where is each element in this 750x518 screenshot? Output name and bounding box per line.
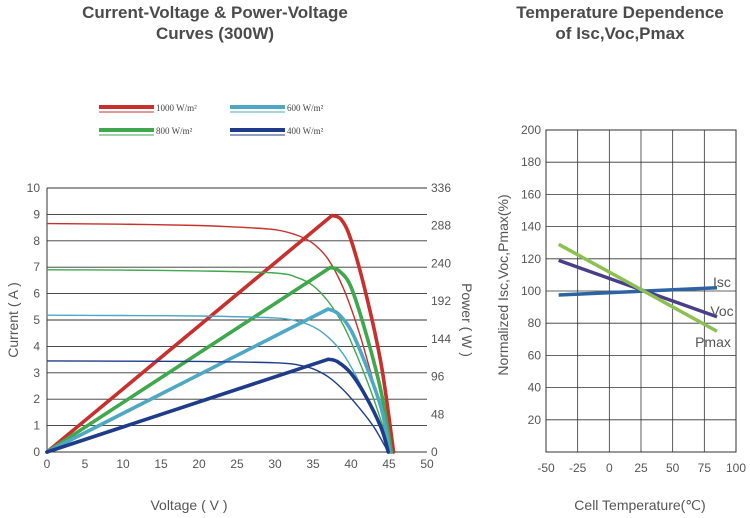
legend-label-600: 600 W/m² [287,103,324,113]
iv-chart-title: Current-Voltage & Power-Voltage Curves (… [40,2,390,44]
iv-x-axis-label: Voltage ( V ) [150,497,227,513]
iv-y-tick-label: 8 [33,234,40,248]
iv-x-tick-label: 5 [82,457,89,471]
pv-curve-600 [45,307,392,454]
temp-y-tick-label: 60 [528,348,542,362]
temp-x-tick-label: -25 [569,461,587,475]
iv-curve-800 [46,269,392,453]
temp-x-axis-label: Cell Temperature(℃) [574,497,705,513]
iv-title-line-1: Current-Voltage & Power-Voltage [82,3,348,22]
iv-y2-tick-label: 288 [431,219,451,233]
iv-y2-axis-label: Power ( W ) [459,283,475,357]
iv-y-tick-label: 5 [33,313,40,327]
iv-y-tick-label: 9 [33,207,40,221]
iv-x-tick-label: 20 [192,457,206,471]
iv-y-tick-label: 7 [33,260,40,274]
pv-curve-1000 [45,213,396,454]
iv-y-tick-label: 4 [33,339,40,353]
legend-label-800: 800 W/m² [156,126,193,136]
temp-x-tick-label: 75 [698,461,712,475]
temp-x-tick-label: -50 [537,461,555,475]
temp-chart-title: Temperature Dependence of Isc,Voc,Pmax [495,2,745,44]
temp-y-tick-label: 200 [521,123,541,137]
temp-line-isc [558,286,718,297]
iv-y2-tick-label: 240 [431,256,451,270]
iv-y-tick-label: 1 [33,419,40,433]
iv-x-tick-label: 30 [268,457,282,471]
pv-curve-800 [45,265,394,454]
iv-x-tick-label: 0 [44,457,51,471]
iv-x-tick-label: 10 [116,457,130,471]
temp-y-axis-label: Normalized Isc,Voc,Pmax(%) [495,194,511,375]
temp-title-line-1: Temperature Dependence [516,3,724,22]
temp-y-tick-label: 40 [528,381,542,395]
iv-x-tick-label: 40 [344,457,358,471]
iv-y2-tick-label: 0 [431,445,438,459]
iv-x-tick-label: 35 [306,457,320,471]
temp-y-tick-label: 80 [528,316,542,330]
temp-y-tick-label: 180 [521,155,541,169]
iv-title-line-2: Curves (300W) [155,24,275,43]
pv-curve-400 [45,357,390,454]
iv-x-tick-label: 15 [154,457,168,471]
iv-y-tick-label: 0 [33,445,40,459]
iv-y2-tick-label: 144 [431,332,451,346]
iv-curve-400 [46,360,389,453]
temp-y-tick-label: 160 [521,187,541,201]
iv-y-tick-label: 2 [33,392,40,406]
temp-series-label-isc: Isc [713,274,731,290]
temp-y-tick-label: 100 [521,284,541,298]
iv-y-tick-label: 6 [33,287,40,301]
temp-x-tick-label: 25 [634,461,648,475]
temp-x-tick-label: 0 [606,461,613,475]
legend-label-1000: 1000 W/m² [156,103,197,113]
temp-series-label-voc: Voc [710,303,733,319]
temp-x-tick-label: 50 [666,461,680,475]
iv-y2-tick-label: 48 [431,407,445,421]
iv-y2-tick-label: 336 [431,181,451,195]
iv-y2-tick-label: 96 [431,370,445,384]
temp-line-pmax [557,242,718,333]
iv-x-tick-label: 25 [230,457,244,471]
temp-series-label-pmax: Pmax [695,334,731,350]
iv-y-tick-label: 3 [33,366,40,380]
temp-y-tick-label: 120 [521,252,541,266]
temp-x-tick-label: 100 [726,461,746,475]
iv-y-axis-label: Current ( A ) [5,282,21,357]
iv-x-tick-label: 50 [420,457,434,471]
iv-x-tick-label: 45 [382,457,396,471]
iv-y-tick-label: 10 [27,181,41,195]
iv-y2-tick-label: 192 [431,294,451,308]
temp-title-line-2: of Isc,Voc,Pmax [555,24,685,43]
temp-y-tick-label: 20 [528,413,542,427]
legend-label-400: 400 W/m² [287,126,324,136]
temp-y-tick-label: 140 [521,220,541,234]
